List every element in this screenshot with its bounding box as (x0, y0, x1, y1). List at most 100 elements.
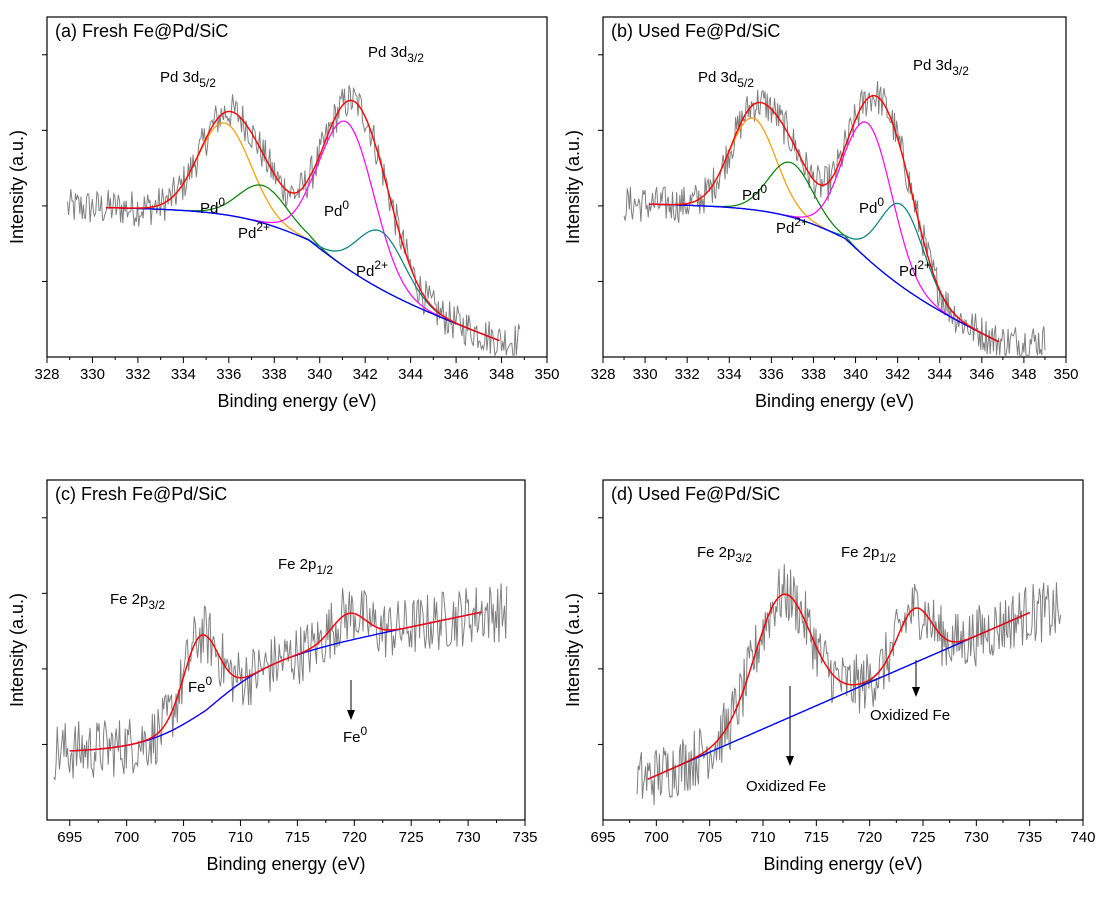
x-tick-label: 334 (717, 366, 742, 383)
label-pd-3d32-sub: 3/2 (407, 51, 424, 65)
plot-frame (602, 16, 1067, 358)
baseline-line (649, 203, 999, 343)
label-pd2-a-main: Pd (776, 220, 794, 237)
raw-data-line (623, 81, 1046, 356)
x-tick-label: 346 (444, 366, 469, 383)
x-tick-label: 338 (801, 366, 826, 383)
label-fe0-b-main: Fe (343, 729, 361, 746)
label-pd2-b-sup: 2+ (917, 258, 931, 272)
label-pd-3d52-sub: 5/2 (199, 76, 216, 90)
chart-panel-2: 328 330 332 334 336 338 340 342 344 346 348 350 Bind… (563, 16, 1079, 411)
label-pd0-a-main: Pd (742, 187, 760, 204)
envelope-line (69, 611, 482, 752)
fit-peak-3 (106, 120, 500, 342)
fit-peak-3 (649, 121, 999, 343)
oxidized-arrow-2-head (912, 687, 920, 697)
label-pd-3d32-main: Pd 3d (368, 44, 407, 61)
x-tick-label: 330 (633, 366, 658, 383)
label-oxidized-fe-2: Oxidized Fe (870, 707, 950, 724)
x-tick-label: 350 (1053, 366, 1078, 383)
label-fe0-a-sup: 0 (206, 674, 213, 688)
label-pd-3d52: Pd 3d5/2 (160, 69, 216, 90)
x-tick-label: 710 (228, 829, 253, 846)
x-tick-label: 336 (759, 366, 784, 383)
y-axis-label: Intensity (a.u.) (563, 130, 583, 244)
label-pd2-a: Pd2+ (238, 220, 270, 242)
y-axis-label: Intensity (a.u.) (7, 130, 27, 244)
panel-title: (c) Fresh Fe@Pd/SiC (55, 484, 227, 504)
fit-peak-1 (649, 117, 999, 343)
x-tick-label: 330 (80, 366, 105, 383)
x-tick-label: 730 (456, 829, 481, 846)
label-pd0-a-main: Pd (200, 200, 218, 217)
x-tick-label: 336 (216, 366, 241, 383)
x-tick-label: 332 (675, 366, 700, 383)
x-tick-label: 328 (34, 366, 59, 383)
x-tick-label: 346 (969, 366, 994, 383)
x-tick-label: 720 (342, 829, 367, 846)
label-pd0-b-sup: 0 (342, 198, 349, 212)
label-pd0-b-main: Pd (324, 203, 342, 220)
label-fe-2p12: Fe 2p1/2 (841, 544, 896, 565)
label-pd2-a-main: Pd (238, 225, 256, 242)
label-fe0-a: Fe0 (188, 674, 213, 696)
chart-panel-4: 695 700 705 710 715 720 725 730 735 740 Binding en… (563, 479, 1096, 874)
label-pd2-b-main: Pd (356, 263, 374, 280)
label-fe0-a-main: Fe (188, 679, 206, 696)
label-pd-3d32: Pd 3d3/2 (368, 44, 424, 65)
label-fe0-b-sup: 0 (361, 724, 368, 738)
label-fe-2p12-main: Fe 2p (841, 544, 879, 561)
x-tick-label: 344 (398, 366, 423, 383)
x-tick-label: 695 (590, 829, 615, 846)
x-tick-label: 338 (262, 366, 287, 383)
x-tick-label: 715 (804, 829, 829, 846)
x-tick-label: 720 (857, 829, 882, 846)
x-axis-label: Binding energy (eV) (206, 854, 365, 874)
x-axis-label: Binding energy (eV) (763, 854, 922, 874)
label-fe-2p32-main: Fe 2p (697, 544, 735, 561)
y-axis-label: Intensity (a.u.) (7, 593, 27, 707)
y-axis-label: Intensity (a.u.) (563, 593, 583, 707)
label-pd2-b: Pd2+ (356, 258, 388, 280)
label-fe-2p12-main: Fe 2p (278, 556, 316, 573)
label-fe-2p32: Fe 2p3/2 (697, 544, 752, 565)
label-pd2-b-main: Pd (899, 263, 917, 280)
label-fe-2p12-sub: 1/2 (879, 551, 896, 565)
chart-panel-1: 328 330 332 334 336 338 340 342 344 346 348 350 Bind… (7, 16, 560, 411)
label-fe-2p32-sub: 3/2 (735, 551, 752, 565)
panel-title: (d) Used Fe@Pd/SiC (611, 484, 780, 504)
x-tick-label: 735 (512, 829, 537, 846)
x-tick-label: 348 (1011, 366, 1036, 383)
x-tick-label: 700 (644, 829, 669, 846)
label-fe0-b: Fe0 (343, 724, 368, 746)
label-pd-3d52-main: Pd 3d (160, 69, 199, 86)
x-axis-label: Binding energy (eV) (755, 391, 914, 411)
x-tick-label: 725 (399, 829, 424, 846)
label-pd0-a: Pd0 (200, 195, 225, 217)
label-fe-2p32-main: Fe 2p (110, 591, 148, 608)
label-pd0-b-sup: 0 (877, 195, 884, 209)
label-pd2-b-sup: 2+ (374, 258, 388, 272)
fit-peak-4 (649, 202, 999, 343)
panel-title: (a) Fresh Fe@Pd/SiC (55, 21, 228, 41)
envelope-line (647, 593, 1030, 780)
label-pd2-a: Pd2+ (776, 215, 808, 237)
x-tick-label: 695 (57, 829, 82, 846)
oxidized-arrow-1-head (786, 756, 794, 766)
label-pd-3d52-sub: 5/2 (737, 76, 754, 90)
envelope-line (106, 99, 500, 342)
plot-frame (46, 479, 526, 821)
x-tick-label: 350 (534, 366, 559, 383)
x-tick-label: 332 (125, 366, 150, 383)
x-tick-label: 705 (697, 829, 722, 846)
label-pd0-a-sup: 0 (760, 182, 767, 196)
plot-frame (46, 16, 548, 358)
envelope-line (649, 94, 999, 343)
x-tick-label: 348 (489, 366, 514, 383)
label-fe-2p12: Fe 2p1/2 (278, 556, 333, 577)
raw-data-line (636, 564, 1062, 806)
x-tick-label: 740 (1070, 829, 1095, 846)
x-tick-label: 344 (927, 366, 952, 383)
label-pd2-b: Pd2+ (899, 258, 931, 280)
